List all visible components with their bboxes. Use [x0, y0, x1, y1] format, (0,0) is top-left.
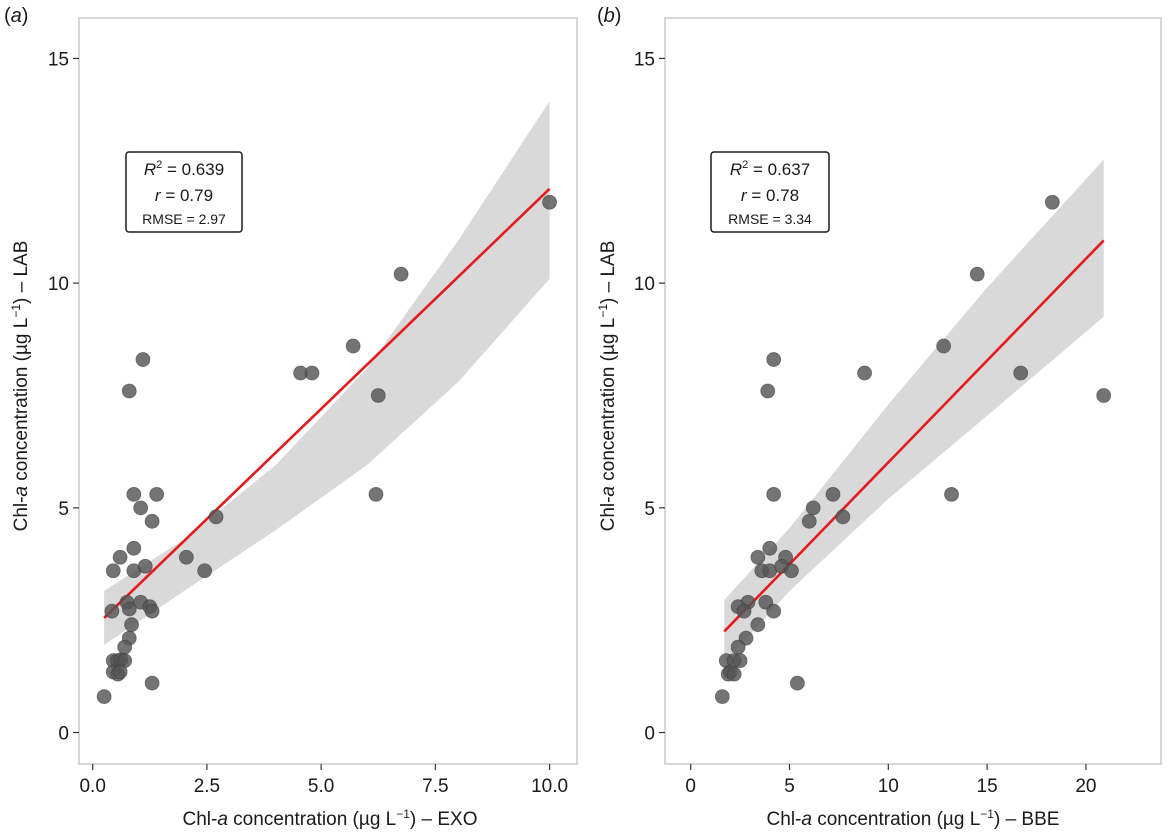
panel-b-data-point	[826, 487, 840, 501]
panel-b-y-axis-title: Chl-a concentration (µg L−1) – LAB	[596, 241, 619, 532]
panel-a-data-point	[150, 487, 164, 501]
panel-b-y-tick-label: 0	[644, 724, 655, 745]
panel-b-y-tick-label: 5	[644, 499, 655, 520]
figure: (a) 0 5 10 15 0.0 2.5 5.0 7.5 10.0 R2 = 0.639 r…	[0, 0, 1170, 833]
panel-a-data-point	[209, 510, 223, 524]
panel-b-x-axis-title: Chl-a concentration (µg L−1) – BBE	[767, 807, 1060, 830]
panel-b-data-point	[1045, 195, 1059, 209]
panel-b-data-point	[937, 339, 951, 353]
panel-b-y-tick-label: 15	[634, 49, 655, 70]
panel-a-x-axis-title: Chl-a concentration (µg L−1) – EXO	[182, 807, 477, 830]
panel-a-data-point	[145, 604, 159, 618]
panel-a-data-point	[106, 564, 120, 578]
panel-b-y-tick-label: 10	[634, 274, 655, 295]
panel-b-data-point	[767, 604, 781, 618]
panel-b-data-point	[784, 564, 798, 578]
panel-b-confidence-band	[724, 160, 1103, 663]
panel-a-x-tick-label: 5.0	[308, 776, 334, 797]
panel-b-x-ticks: 0 5 10 15 20	[685, 764, 1096, 797]
panel-b: (b) 0 5 10 15 0 5 10 15 20 R2 = 0.637 r = 0.78 …	[596, 5, 1161, 830]
panel-b-x-tick-label: 5	[784, 776, 795, 797]
panel-a-data-point	[97, 690, 111, 704]
panel-a-data-point	[127, 487, 141, 501]
panel-b-x-tick-label: 10	[878, 776, 899, 797]
panel-b-data-point	[767, 487, 781, 501]
panel-a-data-point	[125, 618, 139, 632]
panel-a-data-point	[138, 559, 152, 573]
panel-a-data-point	[369, 487, 383, 501]
panel-a-data-point	[543, 195, 557, 209]
panel-a-data-point	[371, 388, 385, 402]
panel-a-data-point	[145, 514, 159, 528]
panel-a-data-point	[179, 550, 193, 564]
panel-a-y-tick-label: 0	[58, 724, 69, 745]
panel-a-data-point	[346, 339, 360, 353]
panel-a-data-point	[122, 602, 136, 616]
panel-a-plot-frame	[79, 18, 577, 764]
panel-b-data-point	[731, 640, 745, 654]
panel-b-label: (b)	[597, 5, 621, 27]
panel-b-data-point	[970, 267, 984, 281]
panel-a-x-ticks: 0.0 2.5 5.0 7.5 10.0	[79, 764, 568, 797]
panel-b-data-point	[802, 514, 816, 528]
panel-b-r: r = 0.78	[741, 186, 799, 205]
panel-a-fit-line	[104, 189, 549, 618]
panel-b-data-point	[715, 690, 729, 704]
panel-a-data-point	[118, 640, 132, 654]
panel-a-data-point	[145, 676, 159, 690]
panel-a-y-tick-label: 5	[58, 499, 69, 520]
panel-b-x-tick-label: 20	[1075, 776, 1096, 797]
panel-a-x-tick-label: 10.0	[531, 776, 568, 797]
panel-b-y-ticks: 0 5 10 15	[634, 49, 665, 744]
panel-a-y-axis-title: Chl-a concentration (µg L−1) – LAB	[9, 241, 32, 532]
panel-a-y-tick-label: 15	[48, 49, 69, 70]
panel-a-data-point	[394, 267, 408, 281]
panel-a-x-tick-label: 0.0	[79, 776, 105, 797]
panel-a-x-tick-label: 7.5	[422, 776, 448, 797]
panel-b-x-tick-label: 0	[685, 776, 696, 797]
panel-b-data-point	[836, 510, 850, 524]
panel-a-label: (a)	[4, 5, 28, 27]
panel-b-r2: R2 = 0.637	[730, 159, 810, 179]
panel-a-rmse: RMSE = 2.97	[142, 211, 226, 227]
panel-b-data-point	[761, 384, 775, 398]
panel-a-data-point	[305, 366, 319, 380]
panel-a-data-point	[127, 541, 141, 555]
panel-a-data-point	[113, 550, 127, 564]
panel-b-data-point	[737, 604, 751, 618]
panel-b-data-point	[727, 667, 741, 681]
panel-b-data-point	[858, 366, 872, 380]
panel-b-data-point	[790, 676, 804, 690]
panel-a-data-point	[105, 604, 119, 618]
panel-a-data-point	[136, 353, 150, 367]
panel-a-data-point	[122, 384, 136, 398]
panel-a-data-point	[198, 564, 212, 578]
panel-a: (a) 0 5 10 15 0.0 2.5 5.0 7.5 10.0 R2 = 0.639 r…	[4, 5, 577, 830]
panel-b-data-point	[1097, 388, 1111, 402]
panel-a-data-point	[113, 665, 127, 679]
panel-a-data-point	[134, 501, 148, 515]
panel-a-y-tick-label: 10	[48, 274, 69, 295]
panel-a-x-tick-label: 2.5	[194, 776, 220, 797]
panel-b-data-point	[767, 353, 781, 367]
panel-b-data-point	[763, 541, 777, 555]
panel-b-data-point	[945, 487, 959, 501]
panel-b-stats-box: R2 = 0.637 r = 0.78 RMSE = 3.34	[711, 152, 829, 232]
panel-a-r: r = 0.79	[155, 186, 213, 205]
panel-b-data-point	[751, 550, 765, 564]
panel-a-r2: R2 = 0.639	[144, 159, 224, 179]
panel-b-x-tick-label: 15	[977, 776, 998, 797]
panel-b-data-point	[806, 501, 820, 515]
panel-a-y-ticks: 0 5 10 15	[48, 49, 79, 744]
panel-b-data-point	[733, 654, 747, 668]
panel-b-data-point	[751, 618, 765, 632]
panel-a-stats-box: R2 = 0.639 r = 0.79 RMSE = 2.97	[126, 152, 242, 232]
panel-b-rmse: RMSE = 3.34	[728, 211, 812, 227]
panel-b-data-point	[1014, 366, 1028, 380]
